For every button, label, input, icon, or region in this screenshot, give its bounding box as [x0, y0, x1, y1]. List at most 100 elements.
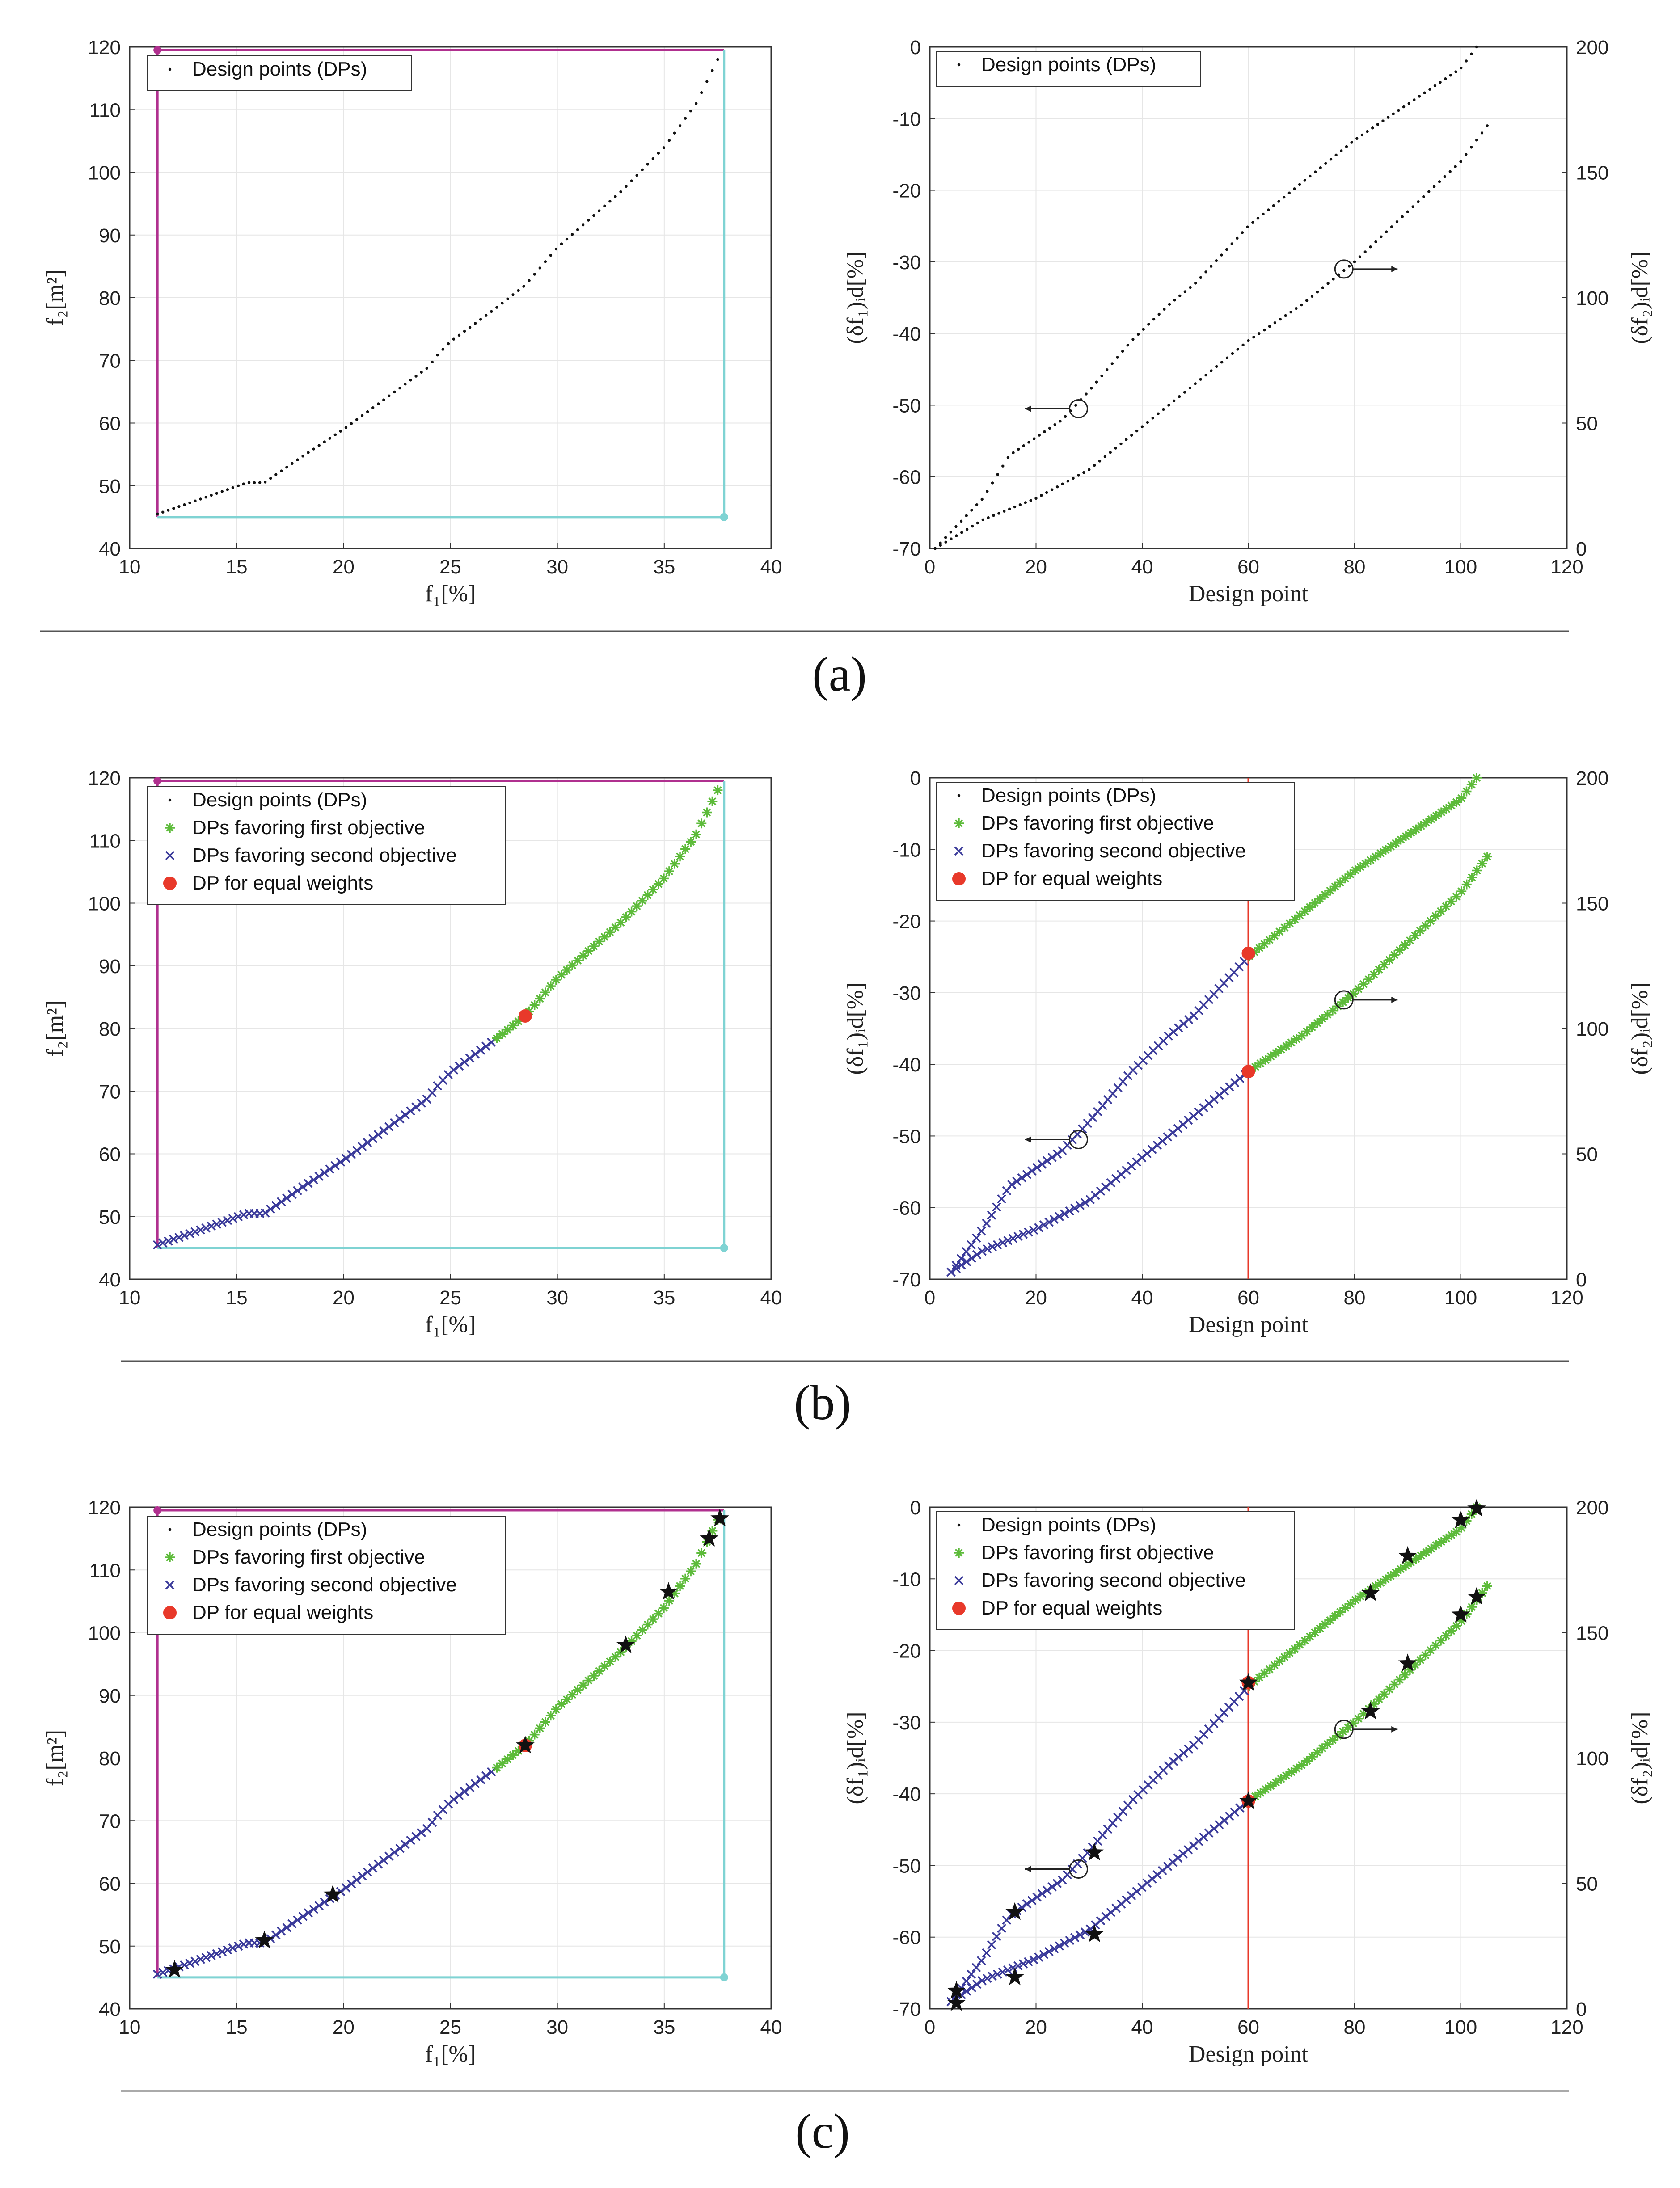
design-point-dp — [323, 440, 326, 443]
second-objective-stroke — [982, 1948, 991, 1958]
design-point-dp — [425, 367, 428, 370]
y-right-tick-label: 0 — [1576, 538, 1587, 560]
second-objective-stroke — [201, 1223, 211, 1233]
design-point-dp — [204, 496, 207, 499]
design-point-dp — [382, 398, 385, 401]
second-objective-stroke — [260, 1208, 270, 1218]
delta-f1-point-dp — [1095, 380, 1098, 384]
second-objective-stroke — [1027, 1896, 1037, 1905]
design-point-second — [287, 1189, 297, 1199]
legend-marker-first — [954, 1548, 964, 1558]
first-objective-stroke — [955, 1549, 963, 1557]
design-point-dp — [528, 279, 531, 282]
delta-f1-point-second — [977, 1227, 986, 1236]
delta-f2-point-dp — [1417, 200, 1420, 203]
design-point-second — [411, 1102, 421, 1112]
first-objective-stroke — [498, 1030, 507, 1038]
design-point-dp — [291, 462, 294, 465]
second-objective-stroke — [165, 1580, 175, 1590]
second-objective-stroke — [180, 1231, 189, 1240]
design-point-dp — [560, 242, 563, 245]
legend-label-first: DPs favoring first objective — [981, 812, 1214, 834]
delta-f2-point-dp — [1199, 378, 1202, 381]
legend-box — [936, 782, 1295, 901]
delta-f1-point-dp — [949, 531, 953, 534]
delta-f2-point-dp — [981, 518, 984, 522]
design-point-second — [346, 1879, 356, 1889]
delta-f2-point-dp — [1279, 317, 1282, 321]
y-tick-label: 40 — [99, 538, 121, 560]
y-tick-label: 90 — [99, 1685, 121, 1707]
delta-f1-point-dp — [1470, 52, 1473, 55]
second-objective-stroke — [465, 1783, 475, 1792]
design-point-second — [395, 1843, 405, 1853]
x-tick-label: 15 — [226, 1287, 248, 1309]
delta-f1-point-dp — [1439, 80, 1442, 84]
legend-label-equal: DP for equal weights — [192, 1602, 373, 1623]
legend-label-second: DPs favoring second objective — [981, 1569, 1246, 1591]
design-point-first — [642, 1619, 653, 1630]
second-objective-stroke — [293, 1186, 302, 1195]
first-objective-stroke — [1387, 1572, 1395, 1580]
second-objective-stroke — [368, 1863, 378, 1873]
delta-f2-point-second — [1013, 1231, 1023, 1241]
delta-f2-point-second — [988, 1242, 997, 1252]
delta-f2-point-dp — [1459, 160, 1462, 163]
design-point-dp — [662, 146, 666, 149]
delta-f1-point-second — [1037, 1159, 1047, 1169]
second-objective-stroke — [962, 1976, 971, 1986]
delta-f1-point-dp — [1173, 299, 1176, 302]
delta-f2-point-first — [1260, 1784, 1271, 1795]
delta-f2-point-dp — [1363, 250, 1367, 253]
design-point-dp — [667, 139, 671, 142]
delta-f1-point-dp — [1157, 312, 1161, 316]
second-objective-stroke — [384, 1122, 394, 1131]
design-point-dp — [533, 273, 536, 276]
y-axis-label: (δf₁)ᵢd[%] — [843, 1712, 868, 1804]
design-point-second — [341, 1154, 351, 1163]
design-point-dp — [183, 503, 186, 506]
first-objective-stroke — [1432, 812, 1440, 820]
selected-star-point — [1239, 1673, 1258, 1691]
design-point-dp — [441, 348, 445, 351]
design-point-dp — [630, 179, 633, 182]
second-objective-stroke — [320, 1897, 329, 1907]
delta-f1-point-dp — [1085, 392, 1088, 396]
delta-f2-point-dp — [1470, 146, 1473, 149]
second-objective-stroke — [164, 1236, 173, 1246]
delta-f1-point-dp — [1397, 109, 1400, 112]
delta-f1-point-dp — [1371, 126, 1374, 130]
selected-star-point — [1398, 1546, 1417, 1564]
design-point-dp — [409, 379, 412, 382]
delta-f1-point-first — [1406, 828, 1416, 838]
second-objective-stroke — [293, 1915, 302, 1925]
delta-f2-point-second — [1044, 1947, 1054, 1956]
design-point-first — [502, 1024, 513, 1035]
delta-f2-point-first — [1477, 858, 1487, 868]
y-tick-label: 60 — [99, 413, 121, 435]
second-objective-stroke — [357, 1871, 367, 1881]
delta-f2-point-dp — [1151, 417, 1154, 420]
design-point-dp — [576, 228, 579, 232]
design-point-dp — [490, 310, 493, 313]
x-tick-label: 100 — [1444, 2016, 1477, 2038]
second-objective-stroke — [1081, 1198, 1090, 1207]
delta-f1-point-first — [1436, 1537, 1446, 1547]
design-point-dp — [554, 247, 558, 251]
legend-box — [936, 1511, 1295, 1630]
second-objective-stroke — [282, 1922, 291, 1932]
x-tick-label: 15 — [226, 2016, 248, 2038]
second-objective-stroke — [1003, 1965, 1013, 1975]
y-tick-label: -50 — [892, 1855, 921, 1877]
design-point-dp — [215, 492, 218, 495]
delta-f1-point-second — [1032, 1892, 1042, 1902]
delta-f2-point-second — [1055, 1212, 1064, 1221]
delta-f1-point-dp — [1204, 270, 1207, 274]
y-tick-label: -70 — [892, 1269, 921, 1291]
second-objective-stroke — [233, 1941, 243, 1951]
selected-star-point — [1085, 1924, 1104, 1943]
design-point-second — [449, 1065, 459, 1075]
chart-b-left: 10 15 20 25 30 35 40 40 50 60 70 80 90 100 110 120 f₁[%]… — [42, 767, 782, 1337]
second-objective-stroke — [449, 1065, 459, 1075]
second-objective-stroke — [190, 1227, 200, 1236]
